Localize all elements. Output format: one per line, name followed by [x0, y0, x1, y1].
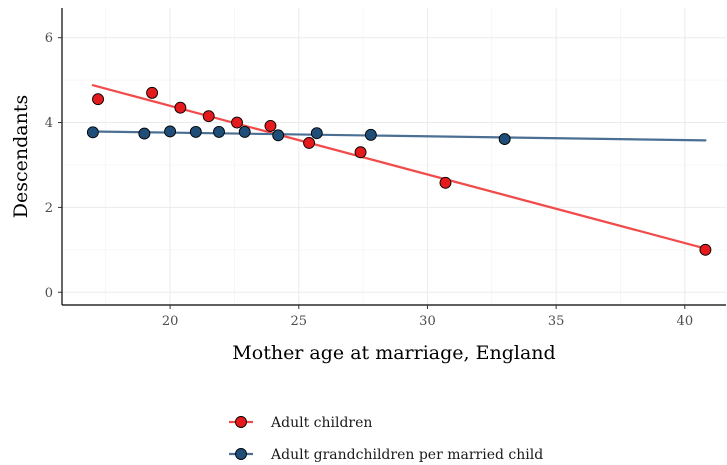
point-series-1 — [202, 110, 215, 123]
legend-key-point — [235, 416, 247, 428]
point-series-1 — [231, 116, 243, 129]
point-series-1 — [264, 120, 277, 132]
point-series-2 — [272, 129, 285, 142]
fit-line-series-1 — [91, 84, 707, 250]
legend-label: Adult grandchildren per married child — [270, 447, 543, 463]
point-series-2 — [238, 125, 251, 138]
y-tick-label: 2 — [45, 201, 53, 216]
point-series-1 — [174, 101, 187, 114]
legend-label: Adult children — [270, 415, 372, 431]
point-series-2 — [138, 127, 151, 140]
point-series-2 — [498, 133, 511, 146]
y-tick-label: 6 — [45, 31, 53, 46]
point-series-2 — [86, 126, 99, 139]
x-tick-label: 20 — [162, 314, 179, 329]
grid — [62, 8, 726, 305]
point-series-1 — [92, 93, 104, 106]
data-points — [86, 86, 712, 256]
fit-line-series-2 — [91, 130, 707, 142]
axes — [58, 8, 726, 309]
point-series-1 — [146, 86, 159, 99]
legend: Adult children Adult grandchildren per ma… — [229, 415, 543, 463]
point-series-1 — [439, 176, 452, 189]
point-series-2 — [364, 128, 377, 141]
point-series-2 — [213, 125, 225, 138]
x-tick-label: 25 — [291, 314, 308, 329]
x-tick-label: 30 — [419, 314, 436, 329]
point-series-2 — [189, 125, 202, 138]
point-series-1 — [354, 146, 367, 159]
point-series-2 — [164, 125, 177, 138]
x-tick-label: 35 — [548, 314, 565, 329]
point-series-2 — [310, 127, 323, 140]
point-series-1 — [303, 136, 316, 149]
x-tick-label: 40 — [677, 314, 694, 329]
point-series-1 — [699, 243, 712, 256]
legend-key-point — [235, 448, 247, 460]
y-axis-title: Descendants — [10, 95, 32, 218]
tick-labels: 20 25 30 35 40 0 2 4 6 — [45, 31, 693, 329]
y-tick-label: 4 — [45, 116, 53, 131]
y-tick-label: 0 — [45, 286, 53, 301]
x-axis-title: Mother age at marriage, England — [232, 342, 555, 364]
